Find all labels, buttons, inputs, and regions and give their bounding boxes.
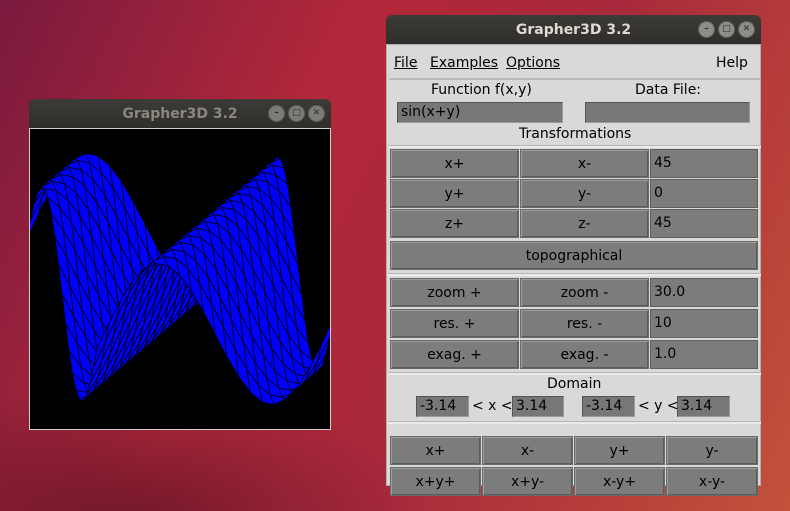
maximize-icon[interactable]: □ [718,21,735,38]
rotate-x-plus-button[interactable]: x+ [390,149,519,178]
datafile-input[interactable] [585,102,750,123]
datafile-label: Data File: [635,82,702,98]
y-min-input[interactable]: -3.14 [582,396,635,417]
graph-window: Grapher3D 3.2 – □ ✕ [26,99,334,430]
separator [388,421,761,424]
control-window-titlebar[interactable]: Grapher3D 3.2 – □ ✕ [386,15,761,44]
separator [388,145,761,148]
control-window-body: File Examples Options Help Function f(x,… [386,44,761,496]
separator [388,372,761,375]
rotate-z-minus-button[interactable]: z- [520,209,649,238]
close-icon[interactable]: ✕ [308,105,325,122]
domain-label: Domain [547,376,602,392]
rotate-y-value[interactable]: 0 [650,179,758,208]
graph-canvas[interactable] [26,128,334,430]
function-input[interactable]: sin(x+y) [397,102,563,123]
y-range-label: < y < [638,398,679,414]
minimize-icon[interactable]: – [268,105,285,122]
graph-window-title: Grapher3D 3.2 [122,105,238,122]
close-icon[interactable]: ✕ [738,21,755,38]
res-value[interactable]: 10 [650,309,758,338]
menu-examples[interactable]: Examples [430,55,499,71]
graph-window-controls: – □ ✕ [268,105,325,122]
control-window: Grapher3D 3.2 – □ ✕ File Examples Option… [386,15,761,496]
transformations-label: Transformations [519,126,632,142]
rotate-z-plus-button[interactable]: z+ [390,209,519,238]
control-window-title: Grapher3D 3.2 [515,21,632,38]
maximize-icon[interactable]: □ [288,105,305,122]
minimize-icon[interactable]: – [698,21,715,38]
zoom-value[interactable]: 30.0 [650,278,758,307]
control-window-controls: – □ ✕ [698,21,755,38]
y-max-input[interactable]: 3.14 [677,396,730,417]
surface-plot [26,152,334,406]
rotate-y-plus-button[interactable]: y+ [390,179,519,208]
menubar: File Examples Options Help [389,47,760,80]
rotate-y-minus-button[interactable]: y- [520,179,649,208]
pan-xp-ym-button[interactable]: x+y- [482,467,573,496]
x-range-label: < x < [472,398,513,414]
menu-file[interactable]: File [394,55,418,71]
rotate-x-minus-button[interactable]: x- [520,149,649,178]
function-label: Function f(x,y) [431,82,532,98]
menu-options[interactable]: Options [506,55,561,71]
pan-xp-yp-button[interactable]: x+y+ [390,467,481,496]
separator [388,273,761,276]
pan-y-minus-button[interactable]: y- [666,436,758,465]
pan-y-plus-button[interactable]: y+ [574,436,665,465]
res-minus-button[interactable]: res. - [520,309,649,338]
pan-x-minus-button[interactable]: x- [482,436,573,465]
res-plus-button[interactable]: res. + [390,309,519,338]
exag-minus-button[interactable]: exag. - [520,340,649,369]
graph-window-titlebar[interactable]: Grapher3D 3.2 – □ ✕ [29,99,331,128]
pan-x-plus-button[interactable]: x+ [390,436,481,465]
exag-value[interactable]: 1.0 [650,340,758,369]
zoom-plus-button[interactable]: zoom + [390,278,519,307]
exag-plus-button[interactable]: exag. + [390,340,519,369]
zoom-minus-button[interactable]: zoom - [520,278,649,307]
menu-help[interactable]: Help [716,55,748,71]
rotate-z-value[interactable]: 45 [650,209,758,238]
topographical-button[interactable]: topographical [390,241,758,270]
x-max-input[interactable]: 3.14 [512,396,564,417]
x-min-input[interactable]: -3.14 [416,396,469,417]
pan-xm-yp-button[interactable]: x-y+ [574,467,665,496]
rotate-x-value[interactable]: 45 [650,149,758,178]
pan-xm-ym-button[interactable]: x-y- [666,467,758,496]
